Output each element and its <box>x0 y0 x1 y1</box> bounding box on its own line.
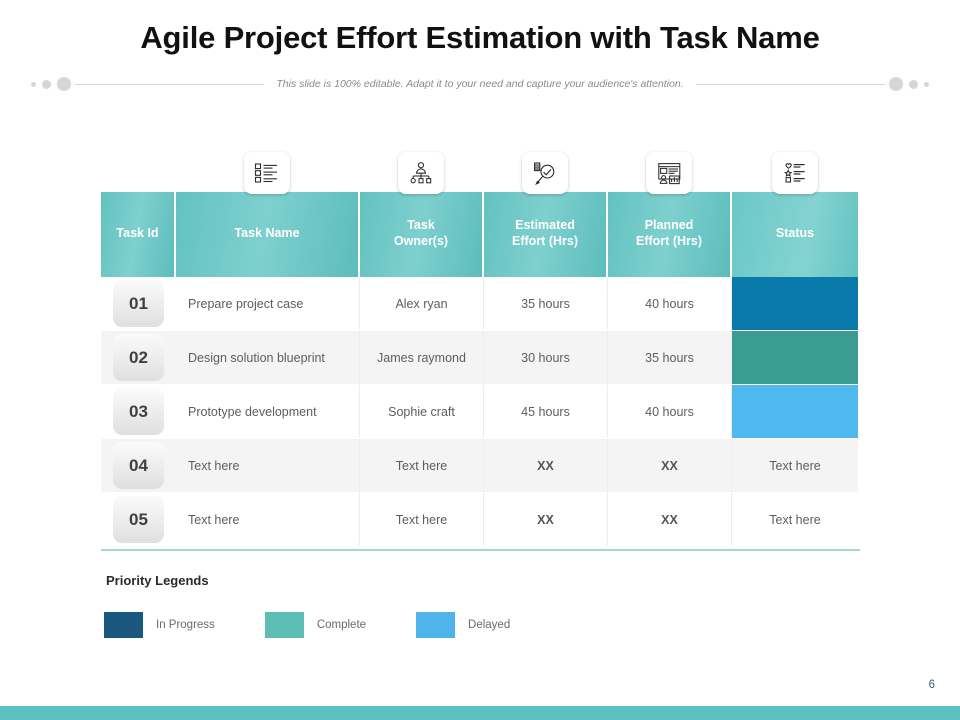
column-header-task-name[interactable]: Task Name <box>176 152 360 277</box>
cell-task-name: Design solution blueprint <box>176 331 360 384</box>
column-header-planned-effort[interactable]: Planned Effort (Hrs) <box>608 152 732 277</box>
decorative-dot-small-right <box>924 81 930 87</box>
cell-planned-effort: XX <box>608 493 732 546</box>
cell-status: Text here <box>732 439 858 492</box>
cell-task-id: 05 <box>101 493 176 546</box>
task-id-badge: 01 <box>113 280 164 327</box>
slide-subtitle: This slide is 100% editable. Adapt it to… <box>276 78 684 90</box>
column-header-label: Status <box>775 225 815 240</box>
column-header-label: Planned Effort (Hrs) <box>636 217 702 248</box>
status-color-swatch <box>732 277 858 330</box>
cell-task-id: 02 <box>101 331 176 384</box>
cell-planned-effort: 40 hours <box>608 385 732 438</box>
column-header-task-owners[interactable]: Task Owner(s) <box>360 152 484 277</box>
legend-row: In Progress Complete Delayed <box>104 612 560 638</box>
cell-planned-effort: XX <box>608 439 732 492</box>
cell-status: Text here <box>732 493 858 546</box>
table-row[interactable]: 03 Prototype development Sophie craft 45 ho… <box>101 385 860 438</box>
cell-estimated-effort: 45 hours <box>484 385 608 438</box>
table-row[interactable]: 01 Prepare project case Alex ryan 35 hours 4… <box>101 277 860 330</box>
table-body: 01 Prepare project case Alex ryan 35 hours 4… <box>101 277 860 546</box>
cell-status <box>732 331 858 384</box>
cell-task-name: Prototype development <box>176 385 360 438</box>
subtitle-decoration-row: This slide is 100% editable. Adapt it to… <box>28 72 932 96</box>
row-separator <box>101 492 860 493</box>
decorative-dot-medium-left <box>42 79 51 89</box>
page-number: 6 <box>928 679 935 691</box>
effort-estimation-table: Task Id <box>101 152 860 546</box>
priority-list-icon <box>772 152 818 194</box>
footer-accent-bar <box>0 706 960 720</box>
legend-label: In Progress <box>156 619 215 631</box>
column-header-label: Task Id <box>116 225 159 240</box>
legend-color-swatch <box>104 612 143 638</box>
legend-item: In Progress <box>104 612 215 638</box>
table-row[interactable]: 02 Design solution blueprint James raymond… <box>101 331 860 384</box>
cell-status <box>732 385 858 438</box>
decorative-dot-large-right <box>889 77 904 91</box>
cell-task-name: Text here <box>176 439 360 492</box>
table-bottom-rule <box>101 549 860 551</box>
task-id-badge: 05 <box>113 496 164 543</box>
legend-item: Complete <box>264 612 367 638</box>
cell-task-name: Text here <box>176 493 360 546</box>
legend-item: Delayed <box>416 612 510 638</box>
divider-line-left <box>74 83 265 85</box>
legend-title: Priority Legends <box>106 573 209 588</box>
cell-estimated-effort: XX <box>484 439 608 492</box>
cell-task-owners: James raymond <box>360 331 484 384</box>
task-id-badge: 03 <box>113 388 164 435</box>
checklist-icon <box>244 152 290 194</box>
cell-planned-effort: 35 hours <box>608 331 732 384</box>
cell-estimated-effort: XX <box>484 493 608 546</box>
legend-label: Complete <box>316 619 367 631</box>
column-header-label: Estimated Effort (Hrs) <box>512 217 578 248</box>
cell-task-owners: Text here <box>360 439 484 492</box>
column-header-task-id[interactable]: Task Id <box>101 192 176 277</box>
cell-task-owners: Sophie craft <box>360 385 484 438</box>
task-id-badge: 04 <box>113 442 164 489</box>
magnifier-check-icon <box>522 152 568 194</box>
decorative-dot-large-left <box>57 77 71 91</box>
table-header-row: Task Id <box>101 152 860 277</box>
divider-line-right <box>695 83 887 85</box>
cell-task-name: Prepare project case <box>176 277 360 330</box>
dashboard-person-icon <box>646 152 692 194</box>
cell-planned-effort: 40 hours <box>608 277 732 330</box>
table-row[interactable]: 05 Text here Text here XX XX Text here <box>101 493 860 546</box>
row-separator <box>101 330 860 331</box>
status-color-swatch <box>732 385 858 438</box>
column-header-estimated-effort[interactable]: Estimated Effort (Hrs) <box>484 152 608 277</box>
cell-estimated-effort: 30 hours <box>484 331 608 384</box>
task-id-badge: 02 <box>113 334 164 381</box>
cell-task-id: 01 <box>101 277 176 330</box>
row-separator <box>101 384 860 385</box>
column-header-status[interactable]: Status <box>732 152 858 277</box>
table-row[interactable]: 04 Text here Text here XX XX Text here <box>101 439 860 492</box>
page-title: Agile Project Effort Estimation with Tas… <box>140 20 820 55</box>
legend-label: Delayed <box>468 619 511 631</box>
cell-task-owners: Alex ryan <box>360 277 484 330</box>
cell-status <box>732 277 858 330</box>
cell-task-owners: Text here <box>360 493 484 546</box>
org-chart-person-icon <box>398 152 444 194</box>
status-color-swatch <box>732 331 858 384</box>
cell-estimated-effort: 35 hours <box>484 277 608 330</box>
legend-color-swatch <box>416 612 456 638</box>
legend-color-swatch <box>264 612 304 638</box>
cell-task-id: 04 <box>101 439 176 492</box>
row-separator <box>101 438 860 439</box>
cell-task-id: 03 <box>101 385 176 438</box>
column-header-label: Task Name <box>234 225 300 240</box>
decorative-dot-medium-right <box>909 79 919 89</box>
decorative-dot-small-left <box>31 81 36 87</box>
column-header-label: Task Owner(s) <box>393 217 449 248</box>
